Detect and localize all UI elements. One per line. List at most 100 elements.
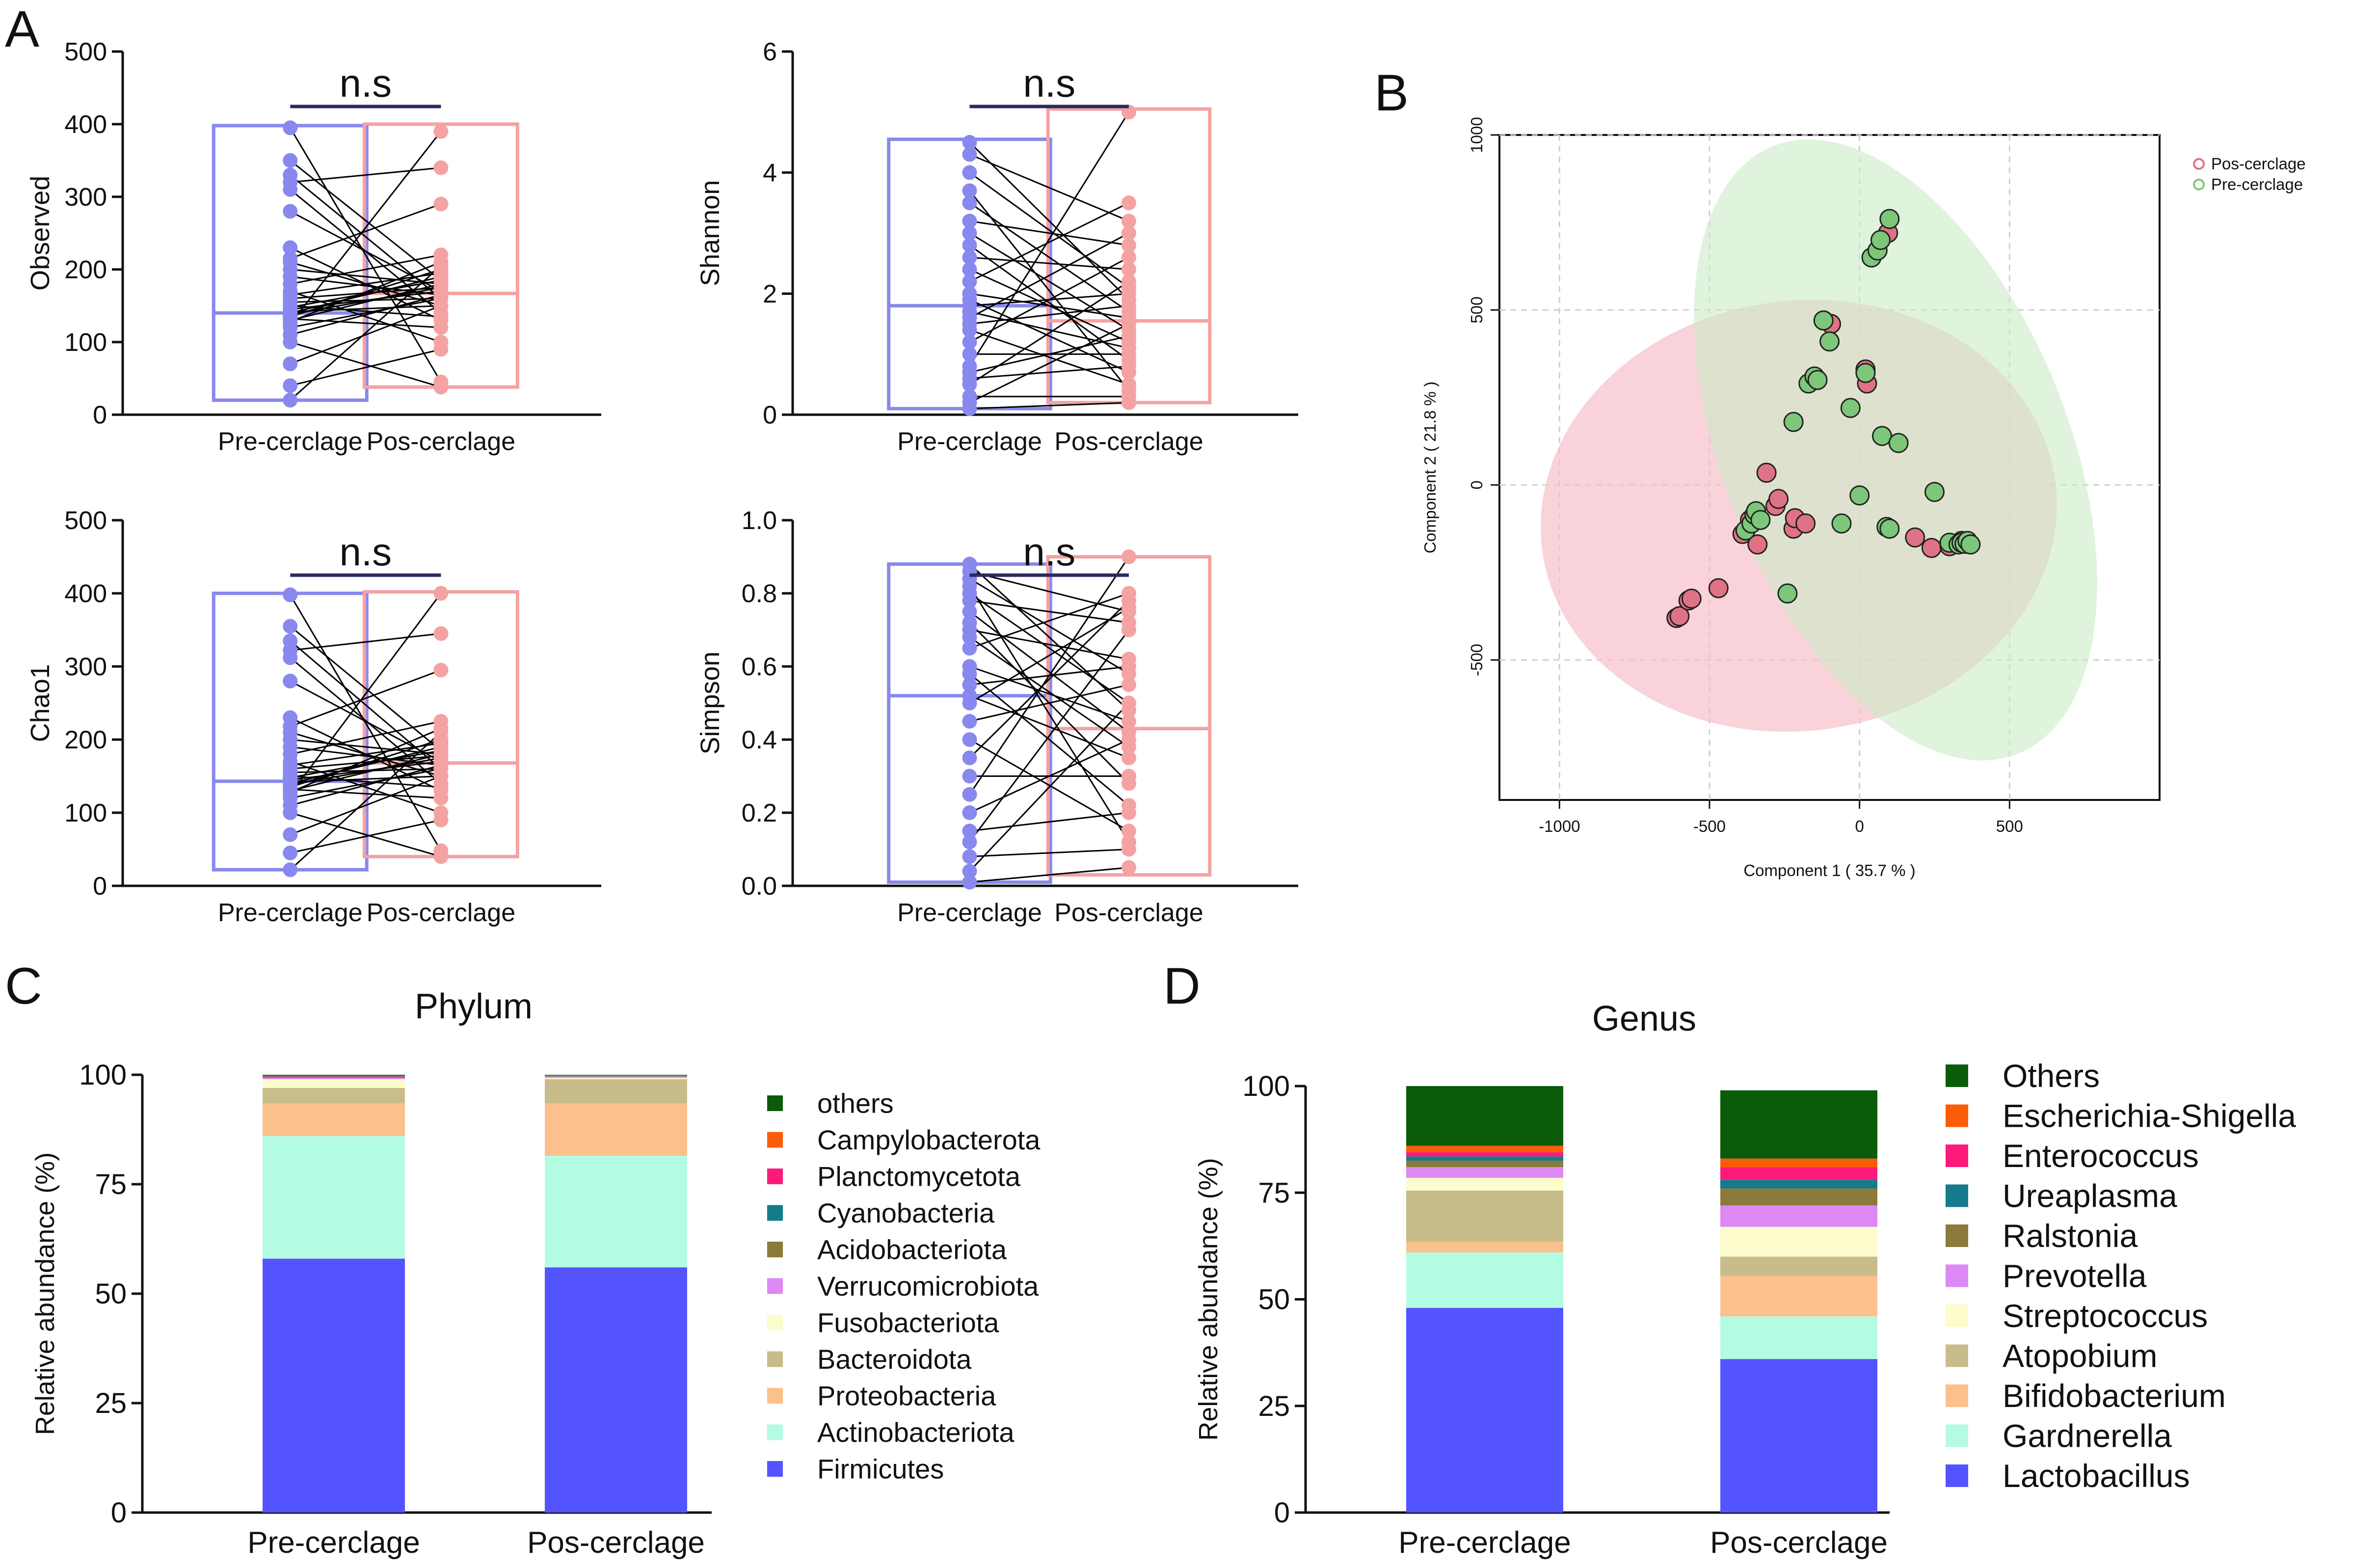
simpson-point-pos	[1121, 604, 1136, 619]
shannon-point-pos	[1121, 383, 1136, 398]
chao1-point-pos	[433, 743, 449, 758]
chao1-pair-line	[290, 775, 441, 788]
chao1-pair-line	[289, 594, 442, 851]
phylum-legend-swatch	[767, 1132, 783, 1148]
simpson-point-pos	[1121, 834, 1136, 850]
pca-legend-marker	[2193, 179, 2205, 190]
simpson-point-pre	[962, 688, 977, 703]
shannon-point-pos	[1121, 365, 1136, 380]
phylum-legend-label: Fusobacteriota	[817, 1307, 999, 1338]
pca-point-pos	[1681, 588, 1702, 609]
simpson-x-label: Pos-cerclage	[1054, 899, 1203, 927]
simpson-pair-line	[969, 600, 1129, 624]
chao1-y-tick-label: 100	[64, 799, 107, 827]
chao1-point-pre	[283, 673, 298, 689]
chao1-pair-line	[290, 761, 441, 814]
phylum-legend-label: Firmicutes	[817, 1454, 944, 1485]
observed-chart: 0 100 200 300 400 500 Observed Pre-cerclage Pos-…	[26, 38, 601, 456]
phylum-legend-label: Verrucomicrobiota	[817, 1271, 1039, 1302]
shannon-x-label: Pos-cerclage	[1054, 427, 1203, 456]
genus-legend-label: Bifidobacterium	[2003, 1378, 2226, 1414]
phylum-bar-segment	[263, 1076, 405, 1077]
genus-legend-label: Gardnerella	[2003, 1418, 2172, 1454]
shannon-point-pre	[962, 226, 977, 240]
phylum-bar-segment	[263, 1079, 405, 1088]
observed-y-tick-label: 500	[64, 38, 107, 66]
pca-point-pre	[1783, 412, 1804, 432]
simpson-point-pre	[962, 769, 977, 784]
phylum-y-tick-label: 25	[95, 1387, 127, 1419]
shannon-y-tick-label: 0	[763, 401, 777, 429]
genus-legend-swatch	[1946, 1064, 1968, 1087]
observed-pair-line	[290, 203, 441, 260]
observed-y-tick-label: 100	[64, 328, 107, 357]
shannon-pair-line	[969, 299, 1129, 373]
simpson-pair-line	[969, 563, 1129, 711]
shannon-pair-line	[969, 244, 1129, 361]
genus-bar-segment	[1406, 1242, 1563, 1252]
chao1-pair-line	[290, 625, 442, 751]
chao1-point-pre	[283, 845, 298, 860]
shannon-x-label: Pre-cerclage	[897, 427, 1042, 456]
observed-pair-line	[290, 294, 441, 336]
simpson-pair-line	[969, 622, 1130, 784]
phylum-bar-segment	[545, 1078, 687, 1079]
genus-bar-segment	[1406, 1167, 1563, 1178]
pca-chart: -1000 -500 0 500 -500 0 500 1000 Component 1 ( 3…	[1421, 117, 2306, 879]
observed-pair-line	[290, 305, 441, 318]
pca-point-pre	[1924, 481, 1945, 502]
phylum-bar-segment	[263, 1077, 405, 1078]
shannon-y-tick-label: 6	[763, 38, 777, 66]
observed-pair-line	[290, 268, 441, 285]
simpson-y-tick-label: 0.2	[742, 799, 777, 827]
pca-point-pos	[1669, 606, 1690, 627]
chao1-y-tick-label: 200	[64, 726, 107, 754]
genus-bar-segment	[1720, 1167, 1877, 1180]
shannon-pair-line	[969, 281, 1129, 385]
shannon-pair-line	[969, 232, 1129, 331]
phylum-y-label: Relative abundance (%)	[30, 1152, 60, 1435]
chao1-point-pre	[283, 862, 298, 877]
phylum-legend-swatch	[767, 1242, 783, 1257]
observed-point-pre	[283, 393, 298, 408]
observed-point-pre	[283, 120, 298, 135]
observed-point-pos	[433, 374, 449, 390]
chao1-y-label: Chao1	[26, 664, 55, 742]
pca-x-tick-label: -500	[1693, 817, 1726, 835]
shannon-point-pos	[1121, 195, 1136, 211]
shannon-pair-line	[969, 111, 1130, 367]
pca-legend-label: Pre-cerclage	[2211, 175, 2303, 193]
shannon-point-pre	[962, 262, 977, 277]
simpson-pair-line	[969, 578, 1129, 675]
shannon-chart: 0 2 4 6 Shannon Pre-cerclage Pos-cerclage n.s	[695, 38, 1298, 456]
genus-legend-label: Prevotella	[2003, 1258, 2147, 1294]
genus-bar-segment	[1406, 1307, 1563, 1513]
shannon-point-pos	[1121, 322, 1136, 338]
simpson-chart: 0.0 0.2 0.4 0.6 0.8 1.0 Simpson Pre-cerclage Pos…	[695, 506, 1298, 927]
shannon-point-pre	[962, 389, 977, 404]
phylum-legend-swatch	[767, 1461, 783, 1477]
chao1-pair-line	[290, 788, 441, 799]
shannon-pair-line	[969, 311, 1129, 349]
shannon-point-pos	[1121, 353, 1136, 368]
genus-bar-segment	[1720, 1256, 1877, 1276]
chao1-point-pos	[433, 586, 449, 601]
simpson-point-pre	[962, 849, 977, 864]
genus-legend-swatch	[1946, 1184, 1968, 1207]
phylum-legend-swatch	[767, 1315, 783, 1330]
chao1-pair-line	[290, 669, 441, 727]
chao1-point-pos	[433, 776, 449, 791]
observed-pair-line	[290, 290, 441, 343]
panel-label-a: A	[5, 0, 39, 58]
pca-point-pre	[1960, 534, 1981, 555]
genus-y-tick-label: 50	[1258, 1284, 1290, 1316]
phylum-legend-label: others	[817, 1088, 894, 1119]
shannon-point-pre	[962, 250, 977, 265]
pca-point-pre	[1888, 433, 1909, 453]
chao1-chart: 0 100 200 300 400 500 Chao1 Pre-cerclage Pos-cer…	[26, 506, 601, 927]
pca-point-pre	[1849, 485, 1870, 506]
pca-frame	[1498, 134, 2161, 801]
genus-legend-swatch	[1946, 1304, 1968, 1327]
genus-y-tick-label: 75	[1258, 1177, 1290, 1209]
observed-point-pre	[283, 378, 298, 393]
